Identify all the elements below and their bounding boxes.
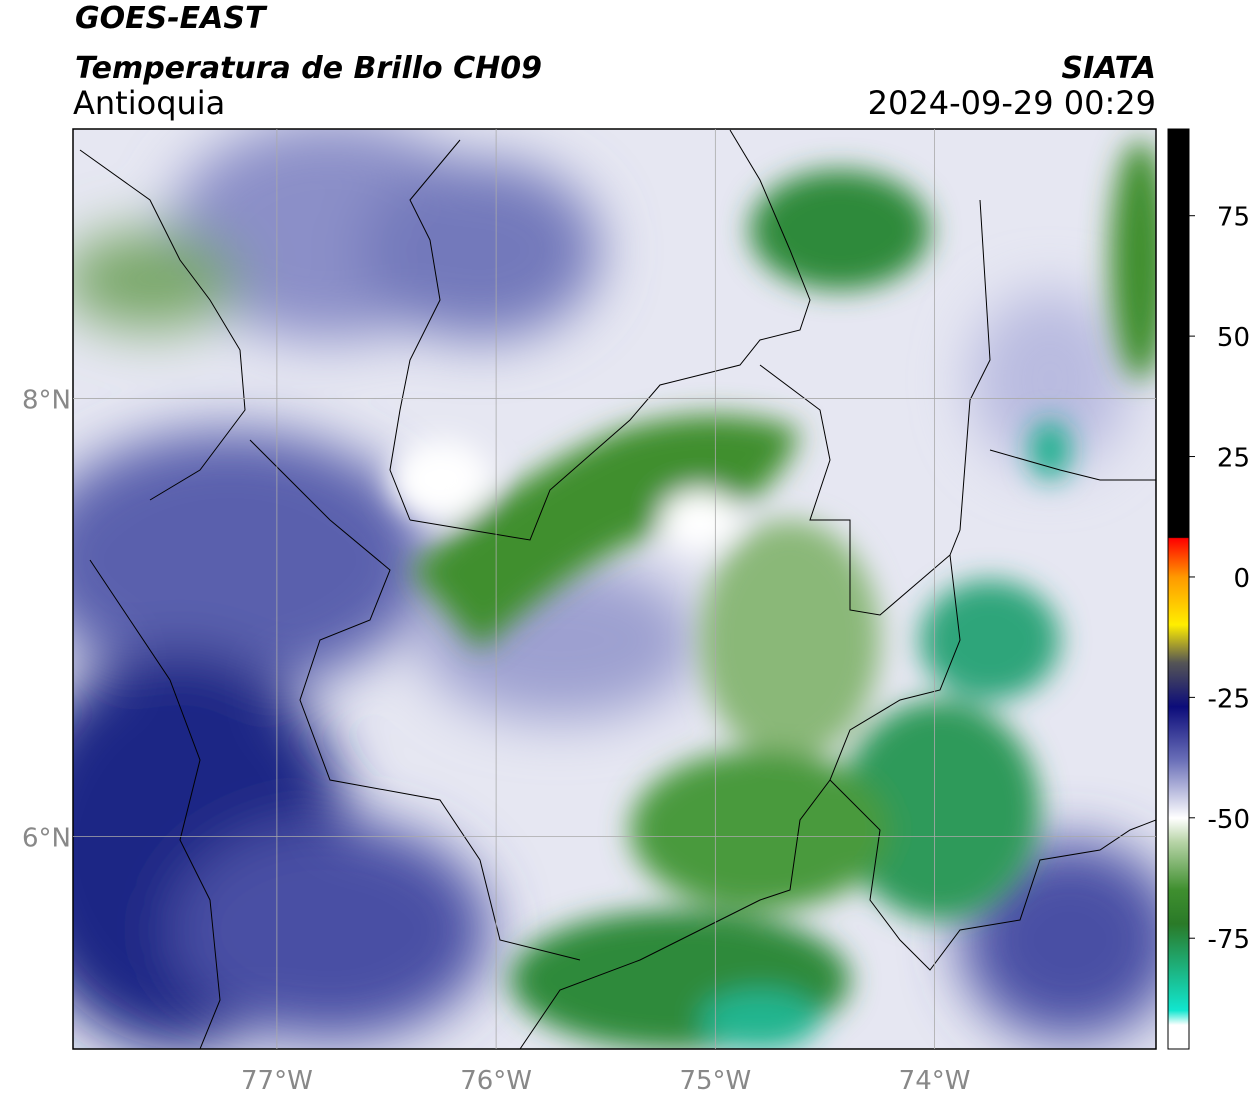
lat-label: 8°N xyxy=(22,385,71,415)
lon-label: 75°W xyxy=(679,1066,751,1096)
region: Antioquia xyxy=(73,84,225,122)
source: SIATA xyxy=(1062,51,1156,86)
subtitle: Temperatura de Brillo CH09 xyxy=(75,51,542,86)
colorbar-tick-label: -75 xyxy=(1208,925,1250,955)
satellite-image xyxy=(73,129,1156,1049)
colorbar-tick-label: 50 xyxy=(1217,323,1250,353)
colorbar-tick-label: 0 xyxy=(1233,564,1250,594)
title: GOES-EAST xyxy=(75,1,268,36)
colorbar xyxy=(1167,128,1190,1050)
timestamp: 2024-09-29 00:29 xyxy=(868,84,1156,122)
lon-label: 77°W xyxy=(241,1066,313,1096)
colorbar-tick-label: -50 xyxy=(1208,805,1250,835)
colorbar-tick-label: 75 xyxy=(1217,203,1250,233)
lat-label: 6°N xyxy=(22,824,71,854)
lon-label: 74°W xyxy=(899,1066,971,1096)
map-frame xyxy=(72,128,1157,1050)
lon-label: 76°W xyxy=(460,1066,532,1096)
colorbar-tick-label: 25 xyxy=(1217,444,1250,474)
colorbar-tick-label: -25 xyxy=(1208,684,1250,714)
